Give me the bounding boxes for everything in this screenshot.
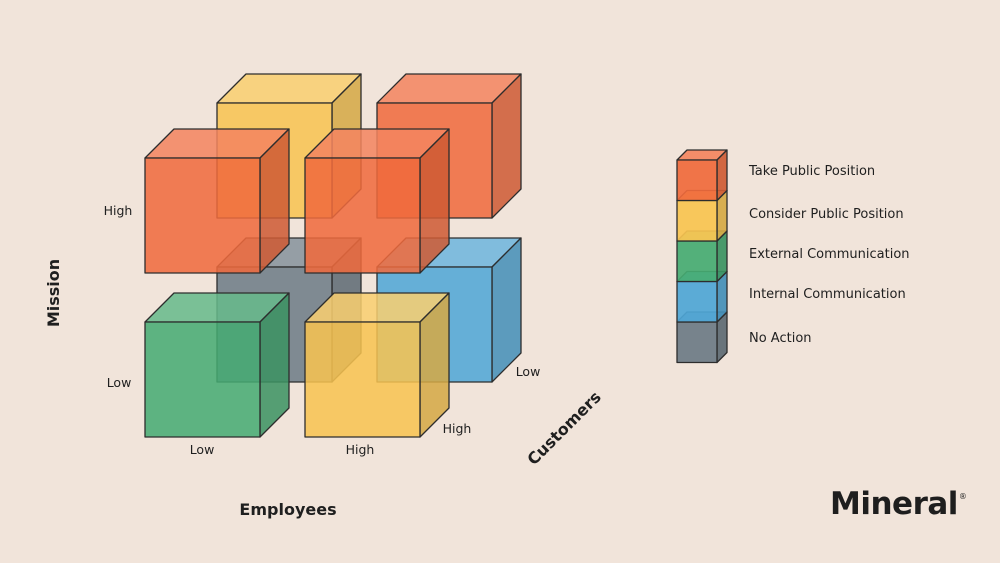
cube-front-face xyxy=(676,240,718,283)
cube-front-face xyxy=(676,159,718,202)
legend-label-no-action: No Action xyxy=(749,331,812,346)
cube-front-face xyxy=(144,321,261,438)
cube-front-face xyxy=(304,321,421,438)
brand-name: Mineral xyxy=(830,486,958,522)
customers-low-tick: Low xyxy=(516,364,541,379)
cube-front-face xyxy=(304,157,421,274)
legend-label-external: External Communication xyxy=(749,247,910,262)
employees-axis-label: Employees xyxy=(239,500,336,519)
mission-axis-label: Mission xyxy=(44,259,63,327)
mission-low-tick: Low xyxy=(107,375,132,390)
registered-mark: ® xyxy=(958,492,967,501)
cube-mission-high-employees-high-customers-high xyxy=(304,128,450,274)
legend-label-internal: Internal Communication xyxy=(749,287,906,302)
employees-low-tick: Low xyxy=(190,442,215,457)
legend-label-take-public: Take Public Position xyxy=(748,164,875,179)
mission-high-tick: High xyxy=(104,203,133,218)
cube-front-face xyxy=(144,157,261,274)
cube-front-face xyxy=(676,199,718,242)
customers-axis-label: Customers xyxy=(523,387,604,468)
cube-front-face xyxy=(676,321,718,364)
legend-swatch-take-public xyxy=(676,149,728,202)
cube-grid xyxy=(144,73,522,438)
employees-high-tick: High xyxy=(346,442,375,457)
mineral-logo: Mineral® xyxy=(830,486,970,530)
cube-front-face xyxy=(676,280,718,323)
legend: Take Public Position Consider Public Posi… xyxy=(676,149,910,364)
legend-label-consider-public: Consider Public Position xyxy=(749,207,904,222)
customers-high-tick: High xyxy=(443,421,472,436)
cube-mission-high-employees-low-customers-high xyxy=(144,128,290,274)
cube-mission-low-employees-high-customers-high xyxy=(304,292,450,438)
cube-mission-low-employees-low-customers-high xyxy=(144,292,290,438)
